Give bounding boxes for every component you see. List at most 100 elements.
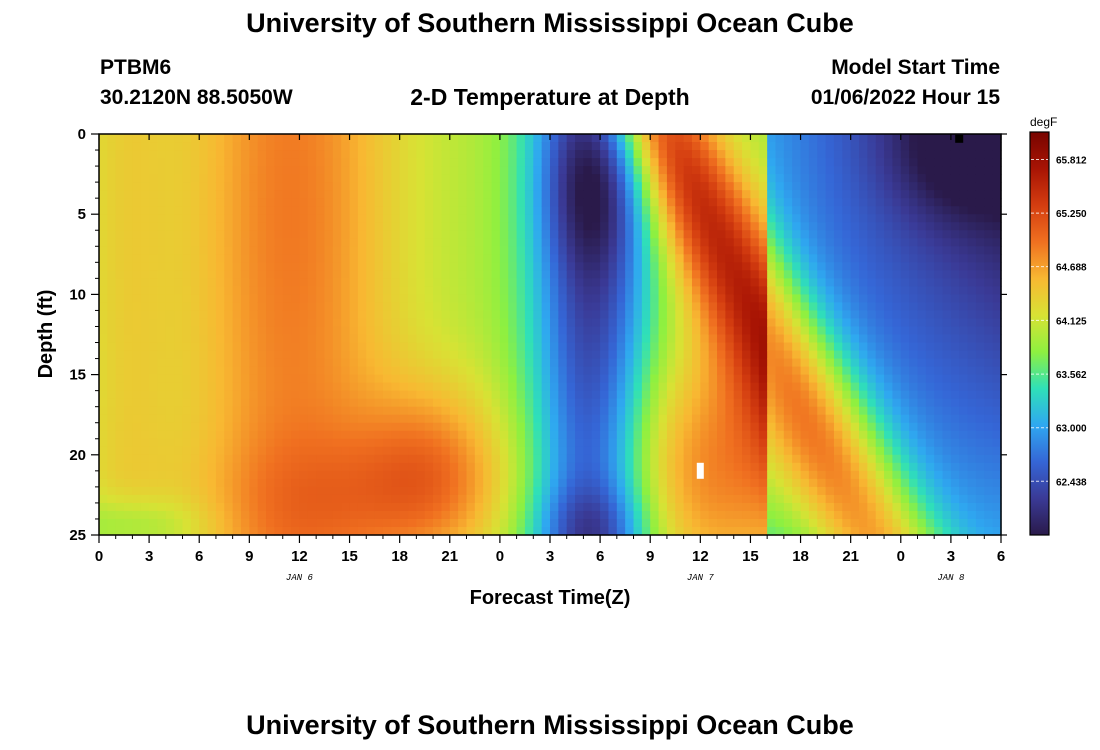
heatmap-cell bbox=[341, 422, 351, 432]
heatmap-cell bbox=[357, 238, 367, 247]
heatmap-cell bbox=[324, 478, 334, 488]
heatmap-cell bbox=[399, 342, 409, 352]
heatmap-cell bbox=[524, 406, 534, 416]
heatmap-cell bbox=[758, 166, 768, 175]
heatmap-cell bbox=[566, 230, 576, 239]
heatmap-cell bbox=[374, 478, 384, 488]
heatmap-cell bbox=[742, 422, 752, 432]
heatmap-cell bbox=[99, 382, 108, 392]
heatmap-cell bbox=[733, 238, 743, 247]
heatmap-cell bbox=[909, 518, 919, 528]
heatmap-cell bbox=[324, 190, 334, 199]
heatmap-cell bbox=[474, 206, 484, 215]
heatmap-cell bbox=[650, 422, 660, 432]
heatmap-cell bbox=[641, 502, 651, 512]
heatmap-cell bbox=[174, 446, 184, 456]
heatmap-cell bbox=[316, 446, 326, 456]
heatmap-cell bbox=[767, 182, 777, 191]
heatmap-cell bbox=[240, 134, 250, 143]
heatmap-cell bbox=[875, 262, 885, 271]
heatmap-cell bbox=[600, 526, 610, 536]
heatmap-cell bbox=[232, 142, 242, 151]
heatmap-cell bbox=[758, 318, 768, 328]
heatmap-cell bbox=[182, 214, 192, 223]
heatmap-cell bbox=[875, 350, 885, 360]
heatmap-cell bbox=[650, 342, 660, 352]
heatmap-cell bbox=[917, 318, 927, 328]
heatmap-cell bbox=[917, 454, 927, 464]
heatmap-cell bbox=[900, 142, 910, 151]
heatmap-cell bbox=[742, 230, 752, 239]
heatmap-cell bbox=[541, 198, 551, 207]
heatmap-cell bbox=[215, 438, 225, 448]
heatmap-cell bbox=[458, 302, 468, 312]
heatmap-cell bbox=[658, 382, 668, 392]
heatmap-cell bbox=[867, 494, 877, 504]
heatmap-cell bbox=[867, 142, 877, 151]
heatmap-cell bbox=[533, 214, 543, 223]
heatmap-cell bbox=[850, 334, 860, 344]
heatmap-cell bbox=[800, 182, 810, 191]
heatmap-cell bbox=[299, 206, 309, 215]
heatmap-cell bbox=[842, 406, 852, 416]
heatmap-cell bbox=[499, 150, 509, 159]
heatmap-cell bbox=[499, 366, 509, 376]
heatmap-cell bbox=[683, 462, 693, 472]
heatmap-cell bbox=[324, 262, 334, 271]
heatmap-cell bbox=[550, 446, 559, 456]
heatmap-cell bbox=[274, 334, 284, 344]
heatmap-cell bbox=[366, 478, 376, 488]
heatmap-cell bbox=[817, 398, 827, 408]
heatmap-cell bbox=[424, 374, 434, 384]
heatmap-cell bbox=[249, 454, 259, 464]
heatmap-cell bbox=[441, 326, 451, 336]
heatmap-cell bbox=[115, 462, 125, 472]
heatmap-cell bbox=[733, 454, 743, 464]
heatmap-cell bbox=[700, 158, 710, 167]
heatmap-cell bbox=[174, 238, 184, 247]
heatmap-cell bbox=[307, 470, 317, 480]
heatmap-cell bbox=[332, 478, 342, 488]
heatmap-cell bbox=[382, 286, 392, 295]
heatmap-cell bbox=[274, 262, 284, 271]
heatmap-cell bbox=[892, 198, 902, 207]
heatmap-cell bbox=[800, 526, 810, 536]
heatmap-cell bbox=[742, 390, 752, 400]
heatmap-cell bbox=[575, 526, 585, 536]
heatmap-cell bbox=[900, 278, 910, 287]
heatmap-cell bbox=[783, 214, 793, 223]
heatmap-cell bbox=[616, 254, 626, 263]
heatmap-cell bbox=[374, 294, 384, 304]
heatmap-cell bbox=[566, 350, 576, 360]
heatmap-cell bbox=[750, 262, 760, 271]
heatmap-cell bbox=[733, 134, 743, 143]
heatmap-cell bbox=[115, 510, 125, 520]
heatmap-cell bbox=[299, 446, 309, 456]
heatmap-cell bbox=[499, 302, 509, 312]
heatmap-cell bbox=[909, 366, 919, 376]
heatmap-cell bbox=[650, 398, 660, 408]
heatmap-cell bbox=[583, 310, 593, 320]
heatmap-cell bbox=[182, 254, 192, 263]
heatmap-cell bbox=[783, 518, 793, 528]
heatmap-cell bbox=[917, 366, 927, 376]
heatmap-cell bbox=[115, 246, 125, 255]
heatmap-cell bbox=[550, 374, 559, 384]
heatmap-cell bbox=[742, 414, 752, 424]
heatmap-cell bbox=[366, 302, 376, 312]
heatmap-cell bbox=[533, 366, 543, 376]
heatmap-cell bbox=[157, 206, 167, 215]
heatmap-cell bbox=[357, 422, 367, 432]
heatmap-cell bbox=[341, 318, 351, 328]
heatmap-cell bbox=[650, 374, 660, 384]
heatmap-cell bbox=[199, 254, 209, 263]
heatmap-cell bbox=[875, 158, 885, 167]
heatmap-cell bbox=[182, 222, 192, 231]
heatmap-cell bbox=[266, 174, 275, 183]
heatmap-cell bbox=[725, 198, 735, 207]
heatmap-cell bbox=[416, 358, 426, 368]
heatmap-cell bbox=[683, 238, 693, 247]
heatmap-cell bbox=[917, 278, 927, 287]
heatmap-cell bbox=[349, 318, 359, 328]
heatmap-cell bbox=[307, 374, 317, 384]
